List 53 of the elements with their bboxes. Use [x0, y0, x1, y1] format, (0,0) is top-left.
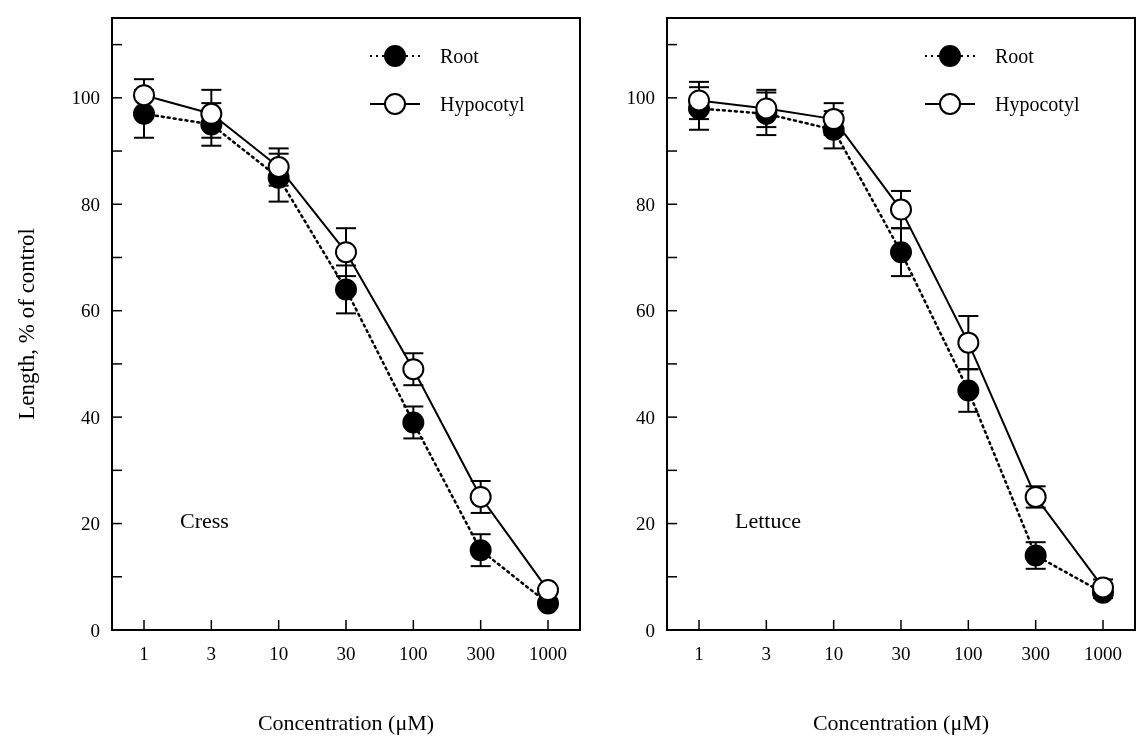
point [402, 411, 425, 434]
x-tick-label: 30 [336, 643, 356, 664]
point [688, 89, 710, 112]
y-tick-label: 100 [71, 87, 100, 109]
y-tick-label: 80 [636, 193, 655, 215]
y-tick-label: 60 [81, 300, 100, 322]
point [755, 97, 778, 120]
y-tick-label: 20 [636, 513, 655, 535]
point [537, 579, 559, 602]
legend-label: Hypocotyl [995, 93, 1080, 116]
x-tick-label: 300 [466, 643, 495, 664]
y-tick-label: 0 [90, 619, 100, 641]
y-tick-label: 80 [81, 193, 100, 215]
point [335, 278, 357, 301]
x-tick-label: 10 [269, 643, 289, 664]
x-tick-label: 1000 [1084, 643, 1122, 664]
y-tick-label: 0 [645, 619, 655, 641]
y-tick-label: 40 [81, 406, 100, 428]
x-tick-label: 3 [206, 643, 217, 664]
y-tick-label: 60 [636, 300, 655, 322]
x-axis-title: Concentration (μM) [812, 710, 990, 735]
point [469, 485, 492, 508]
y-tick-label: 40 [636, 406, 655, 428]
point [200, 102, 223, 125]
legend-label: Hypocotyl [440, 93, 525, 116]
point [890, 241, 912, 264]
annotation: Cress [180, 507, 229, 533]
legend-label: Root [995, 45, 1035, 67]
point [133, 84, 155, 107]
x-tick-label: 10 [824, 643, 844, 664]
point [890, 198, 912, 221]
y-axis-title: Length, % of control [14, 228, 39, 420]
point [822, 108, 845, 131]
point [335, 241, 357, 264]
point [1092, 576, 1114, 599]
x-tick-label: 1 [694, 643, 704, 664]
point [469, 539, 492, 562]
x-tick-label: 1 [139, 643, 149, 664]
x-tick-label: 3 [761, 643, 772, 664]
x-tick-label: 100 [399, 643, 428, 664]
x-axis-title: Concentration (μM) [257, 710, 435, 735]
point [957, 331, 980, 354]
y-tick-label: 100 [626, 87, 655, 109]
x-tick-label: 300 [1021, 643, 1050, 664]
point [402, 358, 425, 381]
x-tick-label: 1000 [529, 643, 567, 664]
legend-label: Root [440, 45, 480, 67]
point [957, 379, 980, 402]
x-tick-label: 30 [891, 643, 911, 664]
x-tick-label: 100 [954, 643, 983, 664]
point [267, 156, 290, 179]
y-tick-label: 20 [81, 513, 100, 535]
annotation: Lettuce [735, 507, 801, 533]
